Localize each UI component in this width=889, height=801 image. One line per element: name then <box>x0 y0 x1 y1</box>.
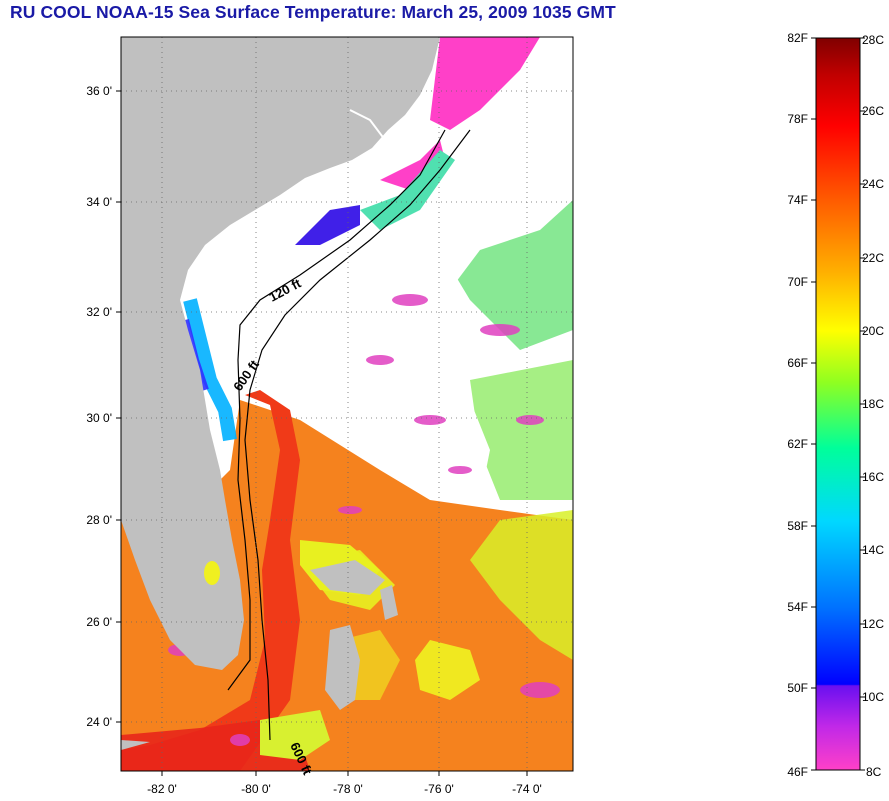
cb-f-62: 62F <box>787 437 808 451</box>
cb-c-28: 28C <box>862 33 884 47</box>
lon-label-74: -74 0' <box>512 782 542 796</box>
cb-f-66: 66F <box>787 356 808 370</box>
contour-120ft <box>227 129 446 691</box>
cb-f-54: 54F <box>787 600 808 614</box>
cb-c-8: 8C <box>866 765 882 779</box>
page-title: RU COOL NOAA-15 Sea Surface Temperature:… <box>10 2 616 22</box>
axis-ticks <box>116 90 528 776</box>
cb-c-20: 20C <box>862 324 884 338</box>
cb-c-12: 12C <box>862 617 884 631</box>
land-cuba-west <box>121 740 150 750</box>
lat-lon-grid <box>121 37 573 771</box>
northern-cold-water <box>430 37 540 130</box>
cool-water-patch-east <box>470 510 573 660</box>
lat-label-32: 32 0' <box>86 305 112 319</box>
colorbar-ticks <box>811 37 865 771</box>
lat-label-28: 28 0' <box>86 513 112 527</box>
land-grand-bahama <box>310 560 385 595</box>
cb-f-78: 78F <box>787 112 808 126</box>
land-us-east-coast <box>121 37 440 670</box>
cb-c-10: 10C <box>862 690 884 704</box>
lat-label-24: 24 0' <box>86 715 112 729</box>
lon-label-80: -80 0' <box>241 782 271 796</box>
lat-label-34: 34 0' <box>86 195 112 209</box>
land-abaco <box>380 585 398 620</box>
cb-f-58: 58F <box>787 519 808 533</box>
lat-label-36: 36 0' <box>86 84 112 98</box>
cb-f-46: 46F <box>787 765 808 779</box>
contour-600ft <box>244 129 471 741</box>
coastal-cold-band <box>183 298 237 442</box>
cb-f-50: 50F <box>787 681 808 695</box>
lon-label-78: -78 0' <box>333 782 363 796</box>
cb-c-24: 24C <box>862 177 884 191</box>
cb-c-14: 14C <box>862 543 884 557</box>
cape-fear-cold-water <box>295 205 360 245</box>
cb-f-82: 82F <box>787 31 808 45</box>
cb-c-18: 18C <box>862 397 884 411</box>
land-andros-island <box>325 625 360 710</box>
map-frame <box>120 36 574 772</box>
sst-map <box>121 37 573 771</box>
cape-lookout-cold-water <box>380 140 445 190</box>
lat-label-26: 26 0' <box>86 615 112 629</box>
pamlico-sound <box>349 109 386 141</box>
green-water-patch-mid <box>470 360 573 500</box>
cb-c-22: 22C <box>862 251 884 265</box>
cb-c-16: 16C <box>862 470 884 484</box>
cb-c-26: 26C <box>862 104 884 118</box>
yellow-bank-3 <box>260 710 330 760</box>
cloud-cover <box>230 60 573 500</box>
gulf-stream <box>121 390 300 771</box>
lat-label-30: 30 0' <box>86 411 112 425</box>
lon-label-82: -82 0' <box>147 782 177 796</box>
colorbar <box>815 37 861 771</box>
lon-label-76: -76 0' <box>424 782 454 796</box>
yellow-bank-2 <box>415 640 480 700</box>
lake-okeechobee <box>204 561 220 585</box>
cb-f-70: 70F <box>787 275 808 289</box>
cb-f-74: 74F <box>787 193 808 207</box>
